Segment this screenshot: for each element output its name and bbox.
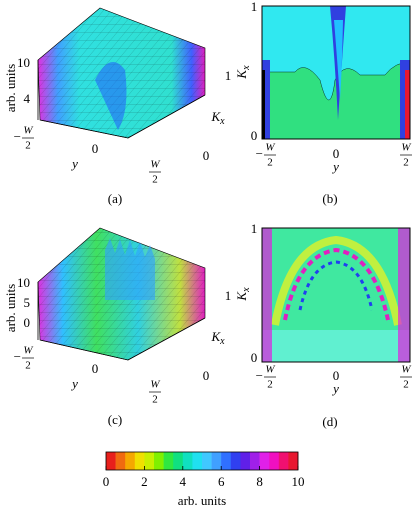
x-tick-label-num: W [265,364,275,376]
panel-label: (c) [108,412,122,427]
k-symbol: K [234,69,249,80]
z-label: arb. units [3,284,18,332]
x-tick-label-sign: − [256,368,263,383]
k-tick-label: 1 [225,68,232,83]
y-tick-label: 0 [92,141,99,156]
y-tick-label-den: 2 [152,174,158,186]
x-tick-label: 0 [333,146,340,161]
colorbar-label: arb. units [178,493,226,508]
colorbar-segment [259,452,270,470]
surface-c [37,227,206,361]
y-tick-label: 0 [92,361,99,376]
colorbar-segment [288,452,299,470]
k-tick-label: 0 [203,368,210,383]
k-subscript: x [219,116,225,127]
k-tick-label: 1 [251,221,258,236]
x-tick-label-num: W [401,142,411,154]
y-tick-label-num: W [23,125,33,137]
colorbar-segment [202,452,212,470]
colorbar-tick-label: 8 [256,474,263,489]
x-tick-label-num: W [265,142,275,154]
colorbar-segment [230,452,241,470]
k-tick-label: 1 [251,0,258,14]
panel-label: (a) [108,191,122,206]
k-label: Kx [234,65,252,80]
colorbar-segment [115,452,126,470]
colorbar-tick-label: 10 [292,474,305,489]
k-tick-label: 0 [251,128,258,143]
k-symbol: K [234,291,249,302]
colorbar-tick-label: 0 [103,474,110,489]
k-subscript: x [241,65,252,71]
k-tick-label: 1 [225,288,232,303]
x-tick-label: 0 [333,368,340,383]
k-subscript: x [219,336,225,347]
contour-d [261,227,411,363]
colorbar-tick-label: 6 [218,474,225,489]
y-label: y [70,156,78,171]
k-subscript: x [241,287,252,293]
colorbar-segment [221,452,232,470]
panel-label: (d) [322,414,337,429]
colorbar-segment [106,452,116,470]
z-tick-label: 4 [24,91,31,106]
k-tick-label: 0 [203,148,210,163]
colorbar-segment [173,452,184,470]
panel-label: (b) [322,191,337,206]
x-tick-label-den: 2 [403,379,409,391]
colorbar-tick-label: 4 [180,474,187,489]
k-label: Kx [234,287,252,302]
colorbar-segment [240,452,251,470]
k-label: Kx [210,109,225,127]
y-tick-label-den: 2 [25,140,31,152]
surface-a [37,7,206,139]
z-tick-label: 10 [17,275,30,290]
y-tick-label-den: 2 [152,394,158,406]
colorbar-segment [269,452,280,470]
colorbar-tick-label: 2 [141,474,148,489]
k-label: Kx [210,329,225,347]
colorbar-segment [154,452,164,470]
z-label: arb. units [3,64,18,112]
x-tick-label-den: 2 [267,157,273,169]
k-symbol: K [210,329,221,344]
colorbar-segment [134,452,145,470]
y-tick-label-den: 2 [25,360,31,372]
colorbar-segment [182,452,193,470]
z-tick-label: 10 [17,55,30,70]
colorbar-segment [250,452,260,470]
x-tick-label-num: W [401,364,411,376]
colorbar-frame [105,451,299,471]
y-tick-label-num: W [23,345,33,357]
y-label: y [70,376,78,391]
colorbar-segment [163,452,174,470]
colorbar-segment [192,452,203,470]
z-tick-label: 5 [24,295,31,310]
contour-b [261,5,411,140]
colorbar-segment [211,452,222,470]
x-tick-label-den: 2 [267,379,273,391]
colorbar-segment [278,452,289,470]
y-tick-label-num: W [150,159,160,171]
x-tick-label-den: 2 [403,157,409,169]
colorbar-segment [125,452,136,470]
x-tick-label-sign: − [256,146,263,161]
z-tick-label: 0 [24,315,31,330]
y-tick-label-sign: − [14,349,21,364]
colorbar-segment [144,452,155,470]
y-tick-label-sign: − [14,129,21,144]
k-tick-label: 0 [251,350,258,365]
k-symbol: K [210,109,221,124]
x-label: y [331,381,339,396]
y-tick-label-num: W [150,379,160,391]
x-label: y [331,159,339,174]
